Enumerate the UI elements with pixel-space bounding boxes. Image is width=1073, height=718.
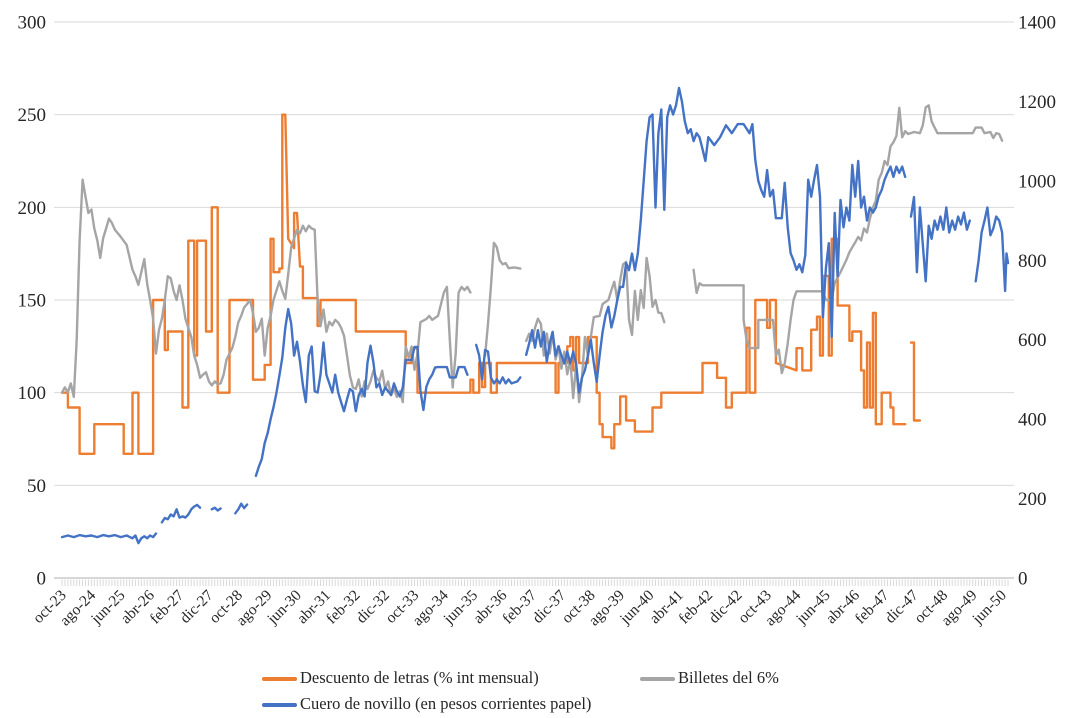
series-line-descuento [909,341,922,422]
series-line-cuero [909,195,971,283]
legend-item-billetes: Billetes del 6% [640,666,779,690]
legend-item-descuento-de-letras: Descuento de letras (% int mensual) [262,666,539,690]
series-line-cuero [210,506,222,512]
x-axis-tick-label: feb-47 [852,587,893,628]
y-axis-right-tick-label: 600 [1018,330,1047,351]
x-axis-tick-label: feb-37 [499,587,540,628]
y-axis-left-tick-label: 50 [27,476,46,497]
legend-label-billetes: Billetes del 6% [678,668,779,687]
y-axis-right-tick-label: 1400 [1018,13,1056,34]
legend-label-cuero: Cuero de novillo (en pesos corrientes pa… [300,694,592,713]
x-axis-tick-label: jun-50 [969,587,1011,629]
series-line-cuero [974,206,1010,293]
y-axis-left-tick-label: 150 [18,291,47,312]
series-line-cuero [254,307,469,478]
y-axis-left-tick-label: 0 [37,569,47,590]
x-axis-tick-label: feb-42 [676,587,717,628]
x-axis-tick-label: jun-40 [616,587,658,629]
x-axis-tick-label: jun-25 [87,587,129,629]
legend-label-descuento: Descuento de letras (% int mensual) [300,668,539,687]
series-line-descuento [60,113,907,455]
legend-swatch-orange [262,677,297,681]
y-axis-left-tick-label: 100 [18,383,47,404]
y-axis-left-tick-label: 200 [18,198,47,219]
y-axis-right-tick-label: 1200 [1018,92,1056,113]
series-line-billetes [60,178,472,404]
y-axis-left-tick-label: 300 [18,13,47,34]
x-axis-tick-label: jun-35 [440,587,482,629]
series-line-cuero [60,532,158,545]
series-line-billetes [525,256,666,404]
series-line-cuero [525,86,907,394]
series-line-billetes [483,241,522,357]
legend-item-cuero-de-novillo: Cuero de novillo (en pesos corrientes pa… [262,692,591,716]
y-axis-left-tick-label: 250 [18,105,47,126]
legend-swatch-blue [262,703,297,707]
y-axis-right-tick-label: 0 [1018,569,1028,590]
legend: Descuento de letras (% int mensual) Bill… [0,664,1073,718]
x-axis-tick-label: feb-32 [323,587,364,628]
y-axis-right-tick-label: 200 [1018,489,1047,510]
series-line-cuero [234,502,249,515]
legend-swatch-gray [640,677,675,681]
y-axis-right-tick-label: 800 [1018,251,1047,272]
x-axis-tick-label: feb-27 [147,587,188,628]
x-axis-tick-label: jun-45 [792,587,834,629]
series-line-billetes [692,104,1004,375]
y-axis-right-tick-label: 400 [1018,410,1047,431]
series-line-cuero [160,503,202,524]
series-line-cuero [475,343,522,385]
x-axis-tick-label: jun-30 [264,587,306,629]
y-axis-right-tick-label: 1000 [1018,171,1056,192]
